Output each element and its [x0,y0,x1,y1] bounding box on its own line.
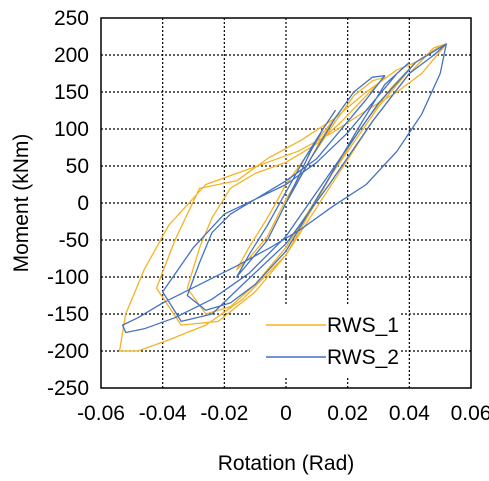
x-tick-label: 0 [280,402,292,425]
x-tick-labels: -0.06 -0.04 -0.02 0 0.02 0.04 0.06 [77,402,489,425]
series-layer [120,44,447,351]
x-tick-label: 0.02 [327,402,368,425]
y-tick-label: -250 [47,377,89,400]
y-tick-label: 0 [77,192,89,215]
x-tick-label: 0.04 [389,402,430,425]
legend-label-rws-1: RWS_1 [327,314,399,337]
y-tick-label: 250 [54,7,89,30]
x-axis-label: Rotation (Rad) [218,452,355,475]
y-tick-label: -50 [59,229,89,252]
x-tick-label: -0.04 [139,402,187,425]
x-tick-label: -0.02 [200,402,248,425]
legend: RWS_1 RWS_2 [250,306,400,376]
y-tick-label: 50 [66,155,89,178]
y-tick-label: 200 [54,44,89,67]
x-tick-label: -0.06 [77,402,125,425]
x-tick-label: 0.06 [451,402,489,425]
y-axis-label: Moment (kNm) [10,134,33,273]
y-tick-label: -200 [47,340,89,363]
y-tick-label: 150 [54,81,89,104]
y-tick-label: -150 [47,303,89,326]
y-tick-label: -100 [47,266,89,289]
legend-label-rws-2: RWS_2 [327,346,399,369]
y-tick-label: 100 [54,118,89,141]
y-tick-labels: 250 200 150 100 50 0 -50 -100 -150 -200 -250 [47,7,89,400]
